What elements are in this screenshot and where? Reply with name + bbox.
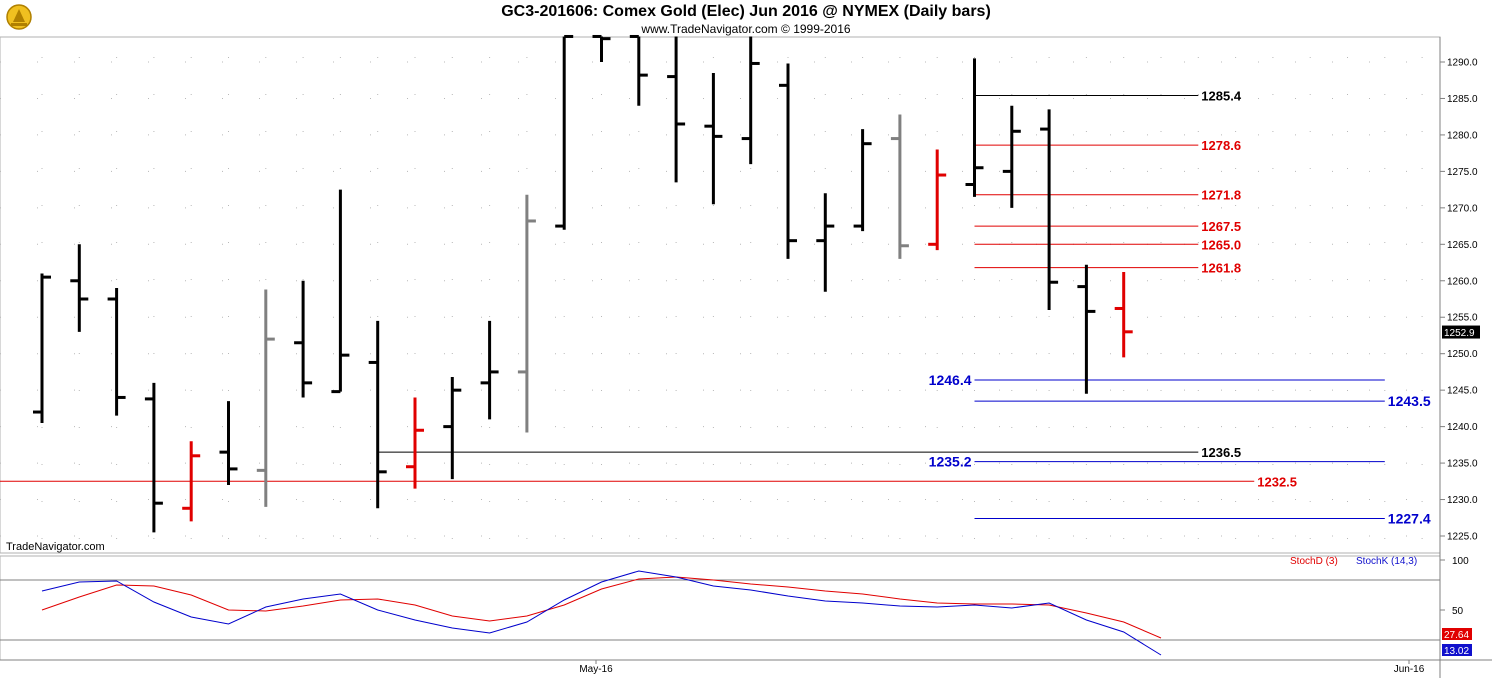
ohlc-bar (667, 36, 686, 183)
ohlc-bar (1077, 264, 1096, 394)
legend-stochd: StochD (3) (1290, 556, 1338, 567)
level-label: 1246.4 (929, 372, 972, 388)
stoch-series-line (41, 570, 1162, 656)
ohlc-bar (144, 382, 163, 533)
ohlc-bar (928, 149, 947, 251)
legend-stochk: StochK (14,3) (1356, 556, 1418, 567)
ohlc-bar (517, 194, 536, 433)
y-tick-label: 1250.0 (1447, 349, 1478, 360)
level-label: 1271.8 (1201, 188, 1241, 203)
level-label: 1265.0 (1201, 237, 1241, 252)
ohlc-bar (555, 34, 574, 230)
watermark-text: TradeNavigator.com (6, 541, 105, 553)
level-label: 1243.5 (1388, 393, 1431, 409)
ohlc-bar (965, 58, 984, 197)
ohlc-bar (33, 273, 51, 423)
y-tick-label: 1230.0 (1447, 495, 1478, 506)
y-tick-label: 1225.0 (1447, 532, 1478, 543)
level-label: 1267.5 (1201, 219, 1241, 234)
ohlc-bar (480, 320, 499, 420)
stoch-y-tick-label: 50 (1452, 606, 1464, 617)
copyright-text: www.TradeNavigator.com © 1999-2016 (641, 22, 851, 36)
ohlc-bar (368, 320, 387, 509)
stoch-y-tick-label: 100 (1452, 556, 1469, 567)
ohlc-bar (1114, 272, 1133, 358)
ohlc-bar (741, 36, 760, 165)
ohlc-bar (70, 244, 89, 332)
level-label: 1227.4 (1388, 510, 1431, 526)
stochd-value-box (1442, 628, 1472, 640)
ohlc-bar (779, 63, 797, 259)
ohlc-bar (592, 34, 611, 62)
level-label: 1285.4 (1201, 89, 1242, 104)
ohlc-bar (182, 441, 201, 522)
ohlc-bar (256, 289, 275, 507)
level-label: 1278.6 (1201, 138, 1241, 153)
last-price-label: 1252.9 (1444, 328, 1475, 339)
ohlc-bar (294, 280, 313, 398)
ohlc-bar (890, 114, 909, 259)
level-label: 1236.5 (1201, 445, 1241, 460)
y-tick-label: 1270.0 (1447, 203, 1478, 214)
ohlc-bar (816, 193, 835, 292)
ohlc-bar (853, 129, 872, 232)
stochd-value-label: 27.64 (1444, 630, 1469, 641)
y-tick-label: 1245.0 (1447, 386, 1478, 397)
x-tick-label: May-16 (579, 664, 613, 675)
x-tick-label: Jun-16 (1394, 664, 1425, 675)
ohlc-bar (704, 72, 723, 205)
chart-title: GC3-201606: Comex Gold (Elec) Jun 2016 @… (501, 3, 991, 20)
ohlc-bar (107, 288, 126, 416)
tradenavigator-logo-icon (4, 2, 34, 32)
level-label: 1261.8 (1201, 261, 1241, 276)
ohlc-bar (443, 377, 462, 480)
ohlc-bar (406, 397, 424, 489)
ohlc-bar (1002, 105, 1021, 208)
y-tick-label: 1235.0 (1447, 459, 1478, 470)
y-tick-label: 1285.0 (1447, 94, 1478, 105)
ohlc-bar (629, 34, 648, 106)
y-tick-label: 1290.0 (1447, 58, 1478, 69)
y-tick-label: 1275.0 (1447, 167, 1478, 178)
ohlc-bar (1040, 109, 1059, 310)
stochk-value-box (1442, 644, 1472, 656)
y-tick-label: 1260.0 (1447, 276, 1478, 287)
y-tick-label: 1255.0 (1447, 313, 1478, 324)
y-tick-label: 1240.0 (1447, 422, 1478, 433)
y-tick-label: 1280.0 (1447, 130, 1478, 141)
stochastic-panel (0, 555, 1441, 661)
price-panel (0, 36, 1441, 554)
ohlc-bar (331, 189, 350, 394)
ohlc-bar (219, 401, 238, 485)
level-label: 1232.5 (1257, 474, 1297, 489)
level-label: 1235.2 (929, 454, 972, 470)
stoch-series-line (41, 576, 1162, 639)
stochk-value-label: 13.02 (1444, 646, 1469, 657)
last-price-box (1442, 325, 1480, 339)
y-tick-label: 1265.0 (1447, 240, 1478, 251)
